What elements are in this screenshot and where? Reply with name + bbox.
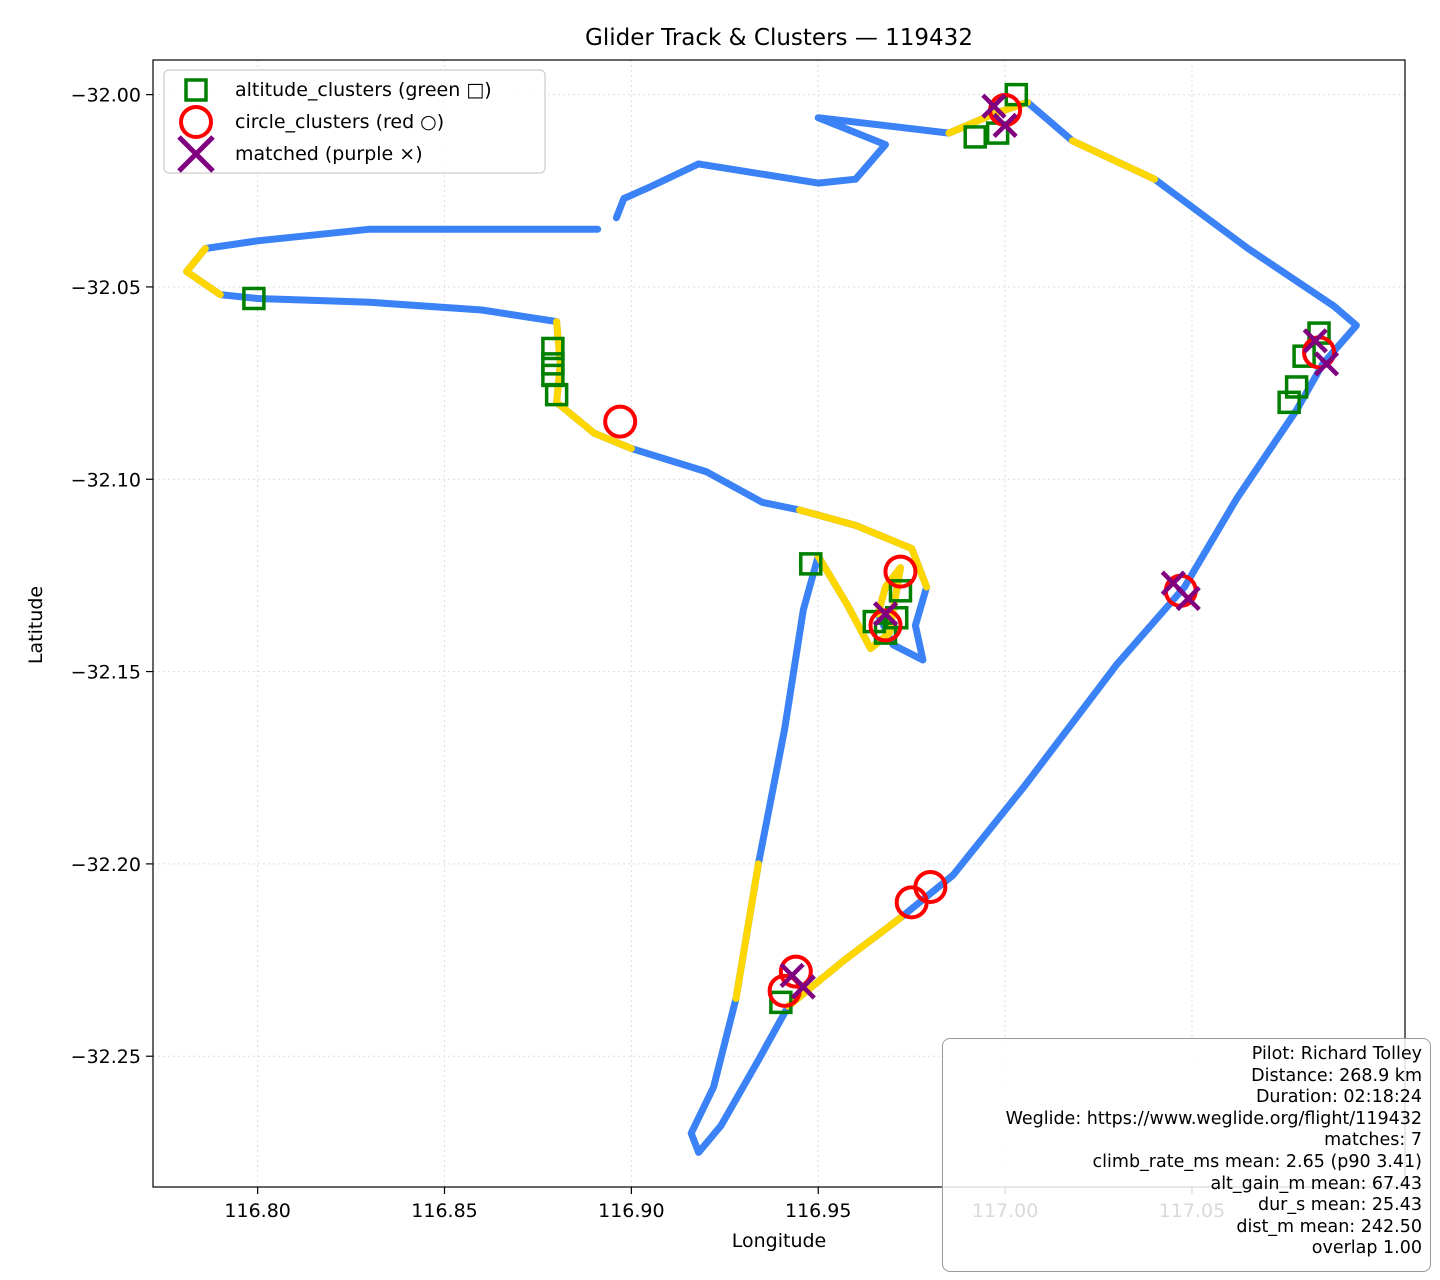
stats-distance: Distance: 268.9 km xyxy=(1251,1065,1422,1086)
grid xyxy=(153,60,1405,1187)
stats-weglide-link: Weglide: https://www.weglide.org/flight/… xyxy=(1005,1108,1422,1129)
circle-cluster-marker xyxy=(883,554,918,589)
legend-circle-icon xyxy=(179,105,213,139)
circle-cluster-marker xyxy=(778,954,813,989)
matched-marker xyxy=(1313,351,1340,377)
y-tick-label: −32.10 xyxy=(71,469,141,491)
y-tick-label: −32.20 xyxy=(71,854,141,876)
plot-frame xyxy=(152,59,1406,1188)
matched-marker xyxy=(992,112,1018,138)
legend-frame xyxy=(163,69,546,174)
altitude-cluster-marker xyxy=(541,336,565,361)
x-tick-label: 116.90 xyxy=(598,1200,664,1222)
legend-label-altitude: altitude_clusters (green □) xyxy=(235,79,492,101)
x-tick-label: 116.85 xyxy=(411,1200,477,1222)
circle-cluster-marker xyxy=(603,404,638,439)
x-tick-label: 116.95 xyxy=(785,1200,851,1222)
chart-title: Glider Track & Clusters — 119432 xyxy=(585,25,973,51)
altitude-cluster-marker xyxy=(1277,390,1301,415)
y-tick-label: −32.25 xyxy=(71,1046,141,1068)
stats-duration-mean: dur_s mean: 25.43 xyxy=(1257,1195,1422,1216)
matched-marker xyxy=(1175,585,1201,612)
plot-area xyxy=(153,60,1405,1187)
track-line-climb xyxy=(183,245,224,299)
altitude-cluster-marker xyxy=(544,382,569,407)
legend-x-icon xyxy=(177,135,215,173)
matched-marker xyxy=(872,601,899,627)
y-tick-label: −32.05 xyxy=(71,277,141,299)
track-line-climb xyxy=(796,506,931,591)
stats-matches: matches: 7 xyxy=(1324,1130,1422,1151)
matched-markers xyxy=(779,93,1340,1000)
x-axis-label: Longitude xyxy=(732,1230,827,1252)
legend: altitude_clusters (green □) circle_clust… xyxy=(163,69,546,174)
altitude-cluster-marker xyxy=(1284,375,1309,399)
stats-box: Pilot: Richard Tolley Distance: 268.9 km… xyxy=(942,1038,1431,1272)
stats-duration: Duration: 02:18:24 xyxy=(1255,1087,1422,1108)
altitude-cluster-marker xyxy=(799,552,823,576)
matched-marker xyxy=(981,93,1007,119)
track-line-climb xyxy=(1068,137,1159,183)
stats-alt-gain: alt_gain_m mean: 67.43 xyxy=(1210,1173,1422,1194)
track-line-climb xyxy=(814,552,904,652)
matched-marker xyxy=(790,974,816,1000)
altitude-cluster-marker xyxy=(242,286,266,311)
stats-climb-rate: climb_rate_ms mean: 2.65 (p90 3.41) xyxy=(1092,1151,1422,1172)
x-tick-label: 116.80 xyxy=(224,1200,290,1222)
track-line-climb xyxy=(732,860,762,1002)
stats-overlap: overlap 1.00 xyxy=(1311,1238,1422,1259)
y-axis-label: Latitude xyxy=(25,586,47,664)
circle-cluster-marker xyxy=(868,608,903,643)
legend-label-matched: matched (purple ×) xyxy=(235,143,423,165)
matched-marker xyxy=(1302,328,1328,354)
altitude-cluster-marker xyxy=(888,579,913,603)
circle-cluster-marker xyxy=(894,885,929,920)
y-tick-label: −32.00 xyxy=(71,85,141,107)
track-line-climb xyxy=(553,318,635,452)
stats-distance-mean: dist_m mean: 242.50 xyxy=(1236,1216,1422,1237)
y-axis-ticks: −32.00 −32.05 −32.10 −32.15 −32.20 −32.25 xyxy=(71,85,153,1068)
legend-square-icon xyxy=(184,78,208,102)
legend-label-circle: circle_clusters (red ○) xyxy=(235,111,444,133)
altitude-cluster-marker xyxy=(963,125,987,149)
y-tick-label: −32.15 xyxy=(71,662,141,684)
stats-pilot: Pilot: Richard Tolley xyxy=(1251,1044,1422,1064)
